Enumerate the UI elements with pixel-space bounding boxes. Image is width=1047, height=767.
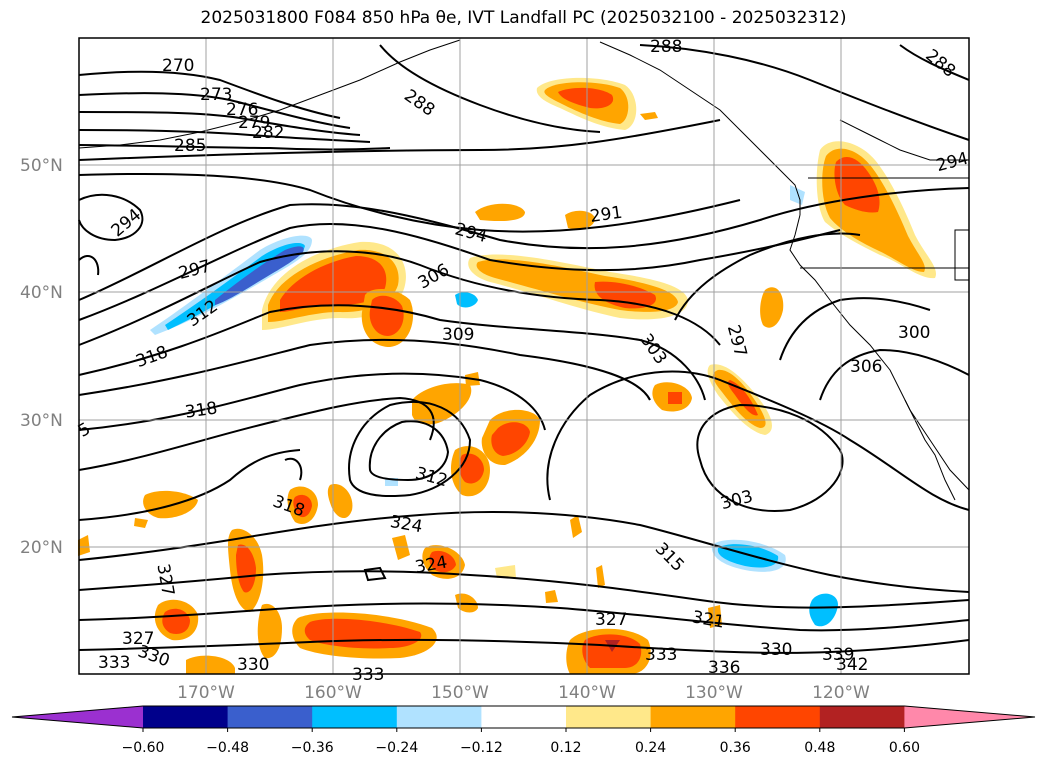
contour-label: 330 xyxy=(237,655,269,675)
colorbar-segment xyxy=(396,706,482,728)
contour-label: 279 xyxy=(238,113,270,133)
contour-label: 330 xyxy=(760,640,792,660)
colorbar-segment xyxy=(650,706,736,728)
colorbar-segment xyxy=(566,706,652,728)
contour-label: 291 xyxy=(589,203,624,227)
colorbar-segment xyxy=(312,706,398,728)
colorbar-segment xyxy=(481,706,567,728)
colorbar-segment xyxy=(735,706,821,728)
lon-label: 130°W xyxy=(685,683,743,703)
colorbar-tick-label: −0.36 xyxy=(291,740,334,756)
colorbar-tick-label: −0.24 xyxy=(375,740,418,756)
lat-label: 20°N xyxy=(20,538,63,558)
contour-label: 270 xyxy=(162,56,194,76)
colorbar-extend-max xyxy=(904,706,1035,728)
contour-label: 282 xyxy=(252,123,284,143)
longitude-labels: 170°W 160°W 150°W 140°W 130°W 120°W xyxy=(177,683,870,703)
contour-label: 306 xyxy=(850,357,882,377)
contour-label: 342 xyxy=(836,655,868,675)
contour-label: 327 xyxy=(595,610,627,630)
contour-label: 318 xyxy=(184,398,219,422)
pc-shading xyxy=(78,77,936,674)
colorbar-extend-min xyxy=(12,706,143,728)
colorbar-tick-label: −0.48 xyxy=(206,740,249,756)
contour-label: 273 xyxy=(200,85,232,105)
contour-label: 288 xyxy=(650,37,682,57)
coastlines xyxy=(78,39,970,501)
colorbar-tick-label: −0.12 xyxy=(460,740,503,756)
latitude-labels: 50°N 40°N 30°N 20°N xyxy=(20,156,63,558)
lon-label: 170°W xyxy=(177,683,235,703)
lat-label: 40°N xyxy=(20,283,63,303)
colorbar-segment xyxy=(227,706,313,728)
contour-label: 339 xyxy=(822,645,854,665)
colorbar-segment xyxy=(143,706,229,728)
colorbar-tick-label: 0.60 xyxy=(889,740,920,756)
contour-label: 276 xyxy=(226,100,258,120)
lon-label: 160°W xyxy=(304,683,362,703)
colorbar: −0.60 −0.48 −0.36 −0.24 −0.12 0.12 0.24 0.36 0.4… xyxy=(11,705,1036,756)
colorbar-tick-label: −0.60 xyxy=(122,740,165,756)
contour-label: 333 xyxy=(98,653,130,673)
lat-label: 30°N xyxy=(20,411,63,431)
lon-label: 140°W xyxy=(558,683,616,703)
contour-label: 300 xyxy=(898,323,930,343)
contour-label: 309 xyxy=(442,325,474,345)
colorbar-tick-label: 0.48 xyxy=(804,740,835,756)
graticule xyxy=(79,38,969,674)
lon-label: 120°W xyxy=(812,683,870,703)
colorbar-tick-label: 0.12 xyxy=(550,740,581,756)
map-frame xyxy=(78,37,970,675)
contour-label: 333 xyxy=(645,645,677,665)
theta-e-contours xyxy=(78,44,970,654)
contour-label: 327 xyxy=(122,629,154,649)
lon-label: 150°W xyxy=(431,683,489,703)
map-title: 2025031800 F084 850 hPa θe, IVT Landfall… xyxy=(200,8,847,28)
lat-label: 50°N xyxy=(20,156,63,176)
colorbar-tick-label: 0.24 xyxy=(635,740,666,756)
colorbar-tick-label: 0.36 xyxy=(720,740,751,756)
contour-label: 333 xyxy=(352,665,384,685)
contour-label: 336 xyxy=(708,658,740,678)
colorbar-segment xyxy=(819,706,905,728)
contour-label: 285 xyxy=(174,136,206,156)
